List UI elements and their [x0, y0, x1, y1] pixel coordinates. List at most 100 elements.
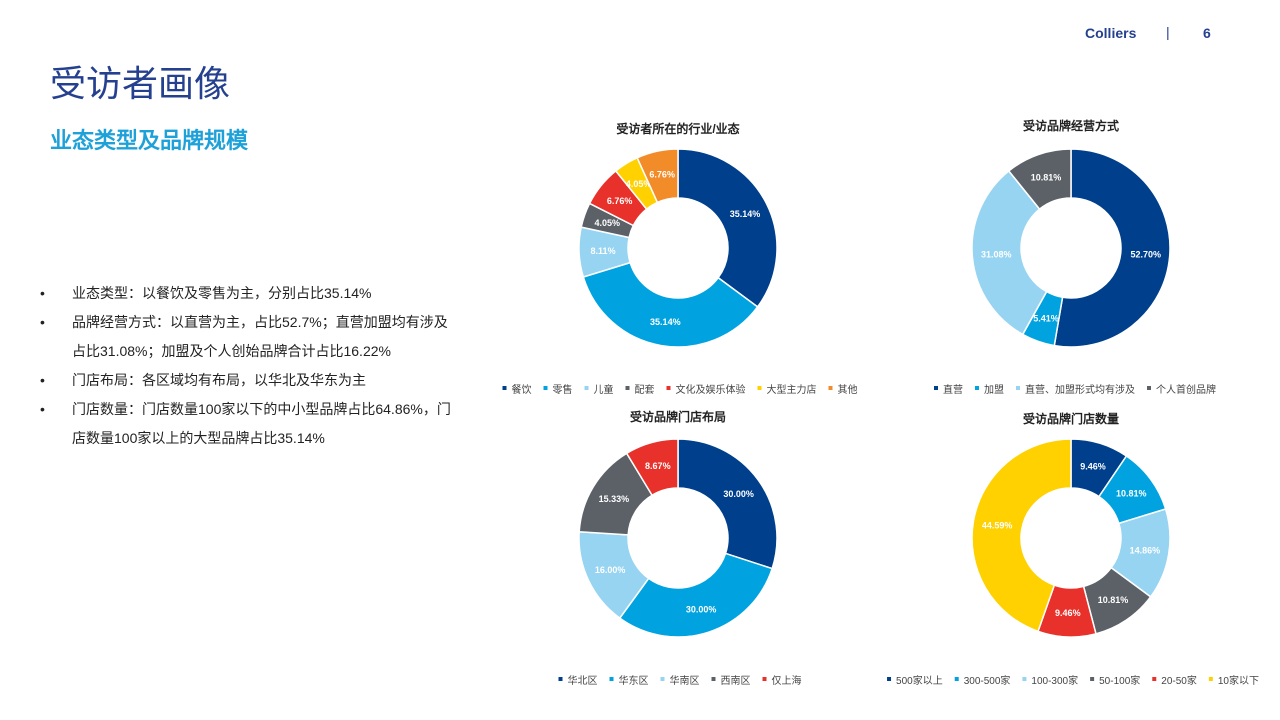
chart-title: 受访品牌经营方式	[1023, 118, 1119, 133]
donut-slice	[1007, 148, 1072, 211]
chart-title: 受访品牌门店布局	[630, 409, 726, 424]
legend-swatch	[609, 677, 614, 681]
legend-item: 华东区	[609, 674, 649, 687]
legend-label: 直营	[943, 383, 963, 396]
legend-item: 配套	[625, 383, 655, 396]
legend-label: 西南区	[721, 674, 751, 687]
slice-label: 4.05%	[626, 179, 652, 189]
chart-title: 受访者所在的行业/业态	[616, 121, 739, 136]
legend-swatch	[762, 677, 767, 681]
legend-label: 大型主力店	[767, 383, 817, 396]
legend-swatch	[584, 386, 589, 390]
legend-swatch	[954, 677, 959, 681]
donut-slice	[625, 438, 679, 497]
donut-chart: 受访品牌经营方式 52.70% 5.41% 31.08% 10.81% 直营 加盟 直营、加盟…	[934, 118, 1216, 396]
legend-swatch	[660, 677, 665, 681]
legend-item: 直营、加盟形式均有涉及	[1016, 383, 1135, 396]
legend-label: 个人首创品牌	[1156, 383, 1216, 396]
legend-swatch	[625, 386, 630, 390]
slice-label: 5.41%	[1033, 314, 1059, 324]
legend-item: 西南区	[711, 674, 751, 687]
legend-label: 加盟	[984, 384, 1004, 396]
legend-label: 100-300家	[1031, 674, 1078, 687]
legend-swatch	[934, 386, 938, 390]
donut-slice	[971, 438, 1072, 633]
slice-label: 31.08%	[981, 249, 1012, 259]
donut-slice	[971, 169, 1048, 336]
page-title: 受访者画像	[50, 63, 231, 104]
chart-legend: 餐饮 零售 儿童 配套 文化及娱乐体验 大型主力店 其他	[502, 383, 858, 396]
legend-item: 500家以上	[887, 674, 943, 687]
legend-swatch	[1147, 386, 1151, 390]
legend-item: 加盟	[975, 384, 1004, 396]
donut-chart: 受访者所在的行业/业态35.14%35.14%8.11%4.05%6.76%4.…	[502, 121, 858, 396]
donut-slice	[677, 438, 778, 570]
legend-label: 其他	[838, 383, 858, 396]
legend-swatch	[1208, 677, 1213, 681]
legend-swatch	[1022, 677, 1027, 681]
legend-swatch	[1016, 386, 1020, 390]
legend-item: 零售	[543, 383, 573, 396]
legend-label: 华南区	[670, 674, 700, 687]
slice-label: 10.81%	[1031, 172, 1062, 182]
donut-chart: 受访品牌门店布局 30.00% 30.00% 16.00% 15.33% 8.67% 华北区…	[558, 409, 802, 687]
legend-label: 50-100家	[1099, 674, 1140, 687]
slice-label: 10.81%	[1116, 488, 1147, 498]
legend-label: 华东区	[619, 674, 649, 687]
legend-label: 仅上海	[772, 674, 802, 687]
bullet-item: 业态类型：以餐饮及零售为主，分别占比35.14%	[40, 279, 460, 308]
legend-swatch	[975, 386, 979, 390]
chart-legend: 500家以上 300-500家 100-300家 50-100家 20-50家 10家以下	[887, 674, 1259, 687]
slice-label: 10.81%	[1098, 595, 1129, 605]
legend-label: 直营、加盟形式均有涉及	[1025, 383, 1135, 396]
legend-item: 直营	[934, 383, 963, 396]
legend-label: 文化及娱乐体验	[676, 383, 746, 396]
legend-label: 餐饮	[512, 383, 532, 396]
legend-item: 300-500家	[954, 674, 1010, 687]
slice-label: 8.67%	[645, 461, 671, 471]
slice-label: 30.00%	[686, 604, 717, 614]
legend-label: 20-50家	[1161, 674, 1197, 687]
legend-label: 华北区	[568, 674, 598, 687]
legend-item: 100-300家	[1022, 674, 1078, 687]
legend-swatch	[558, 677, 563, 681]
bullet-item: 门店布局：各区域均有布局，以华北及华东为主	[40, 366, 460, 395]
slice-label: 9.46%	[1080, 461, 1106, 471]
slice-label: 14.86%	[1130, 546, 1161, 556]
chart-legend: 直营 加盟 直营、加盟形式均有涉及 个人首创品牌	[934, 383, 1216, 396]
legend-swatch	[828, 386, 833, 390]
slice-label: 30.00%	[723, 489, 754, 499]
legend-item: 仅上海	[762, 674, 802, 687]
legend-swatch	[543, 386, 548, 390]
summary-bullet-list: 业态类型：以餐饮及零售为主，分别占比35.14% 品牌经营方式：以直营为主，占比…	[40, 279, 460, 453]
slice-label: 4.05%	[595, 218, 621, 228]
legend-item: 餐饮	[502, 383, 532, 396]
legend-item: 20-50家	[1152, 674, 1197, 687]
slice-label: 35.14%	[650, 317, 681, 327]
legend-swatch	[666, 386, 671, 390]
chart-title: 受访品牌门店数量	[1023, 411, 1119, 426]
slice-label: 44.59%	[982, 520, 1013, 530]
donut-slice	[618, 552, 774, 638]
legend-item: 华北区	[558, 674, 598, 687]
legend-swatch	[887, 677, 892, 681]
legend-item: 个人首创品牌	[1147, 383, 1216, 396]
legend-swatch	[502, 386, 507, 390]
legend-swatch	[711, 677, 716, 681]
legend-swatch	[1152, 677, 1157, 681]
legend-item: 儿童	[584, 383, 614, 396]
slice-label: 35.14%	[730, 209, 761, 219]
slice-label: 8.11%	[591, 246, 616, 256]
legend-swatch	[1090, 677, 1095, 681]
slice-label: 6.76%	[649, 170, 675, 180]
donut-chart: 受访品牌门店数量 9.46% 10.81% 14.86% 10.81% 9.46% 44.5…	[887, 411, 1259, 687]
chart-legend: 华北区 华东区 华南区 西南区 仅上海	[558, 674, 802, 687]
slice-label: 16.00%	[595, 565, 626, 575]
legend-item: 其他	[828, 383, 858, 396]
section-subtitle: 业态类型及品牌规模	[50, 128, 249, 153]
legend-label: 配套	[635, 383, 655, 396]
header-separator: |	[1166, 24, 1170, 40]
legend-item: 10家以下	[1208, 674, 1259, 687]
legend-label: 10家以下	[1218, 674, 1259, 687]
